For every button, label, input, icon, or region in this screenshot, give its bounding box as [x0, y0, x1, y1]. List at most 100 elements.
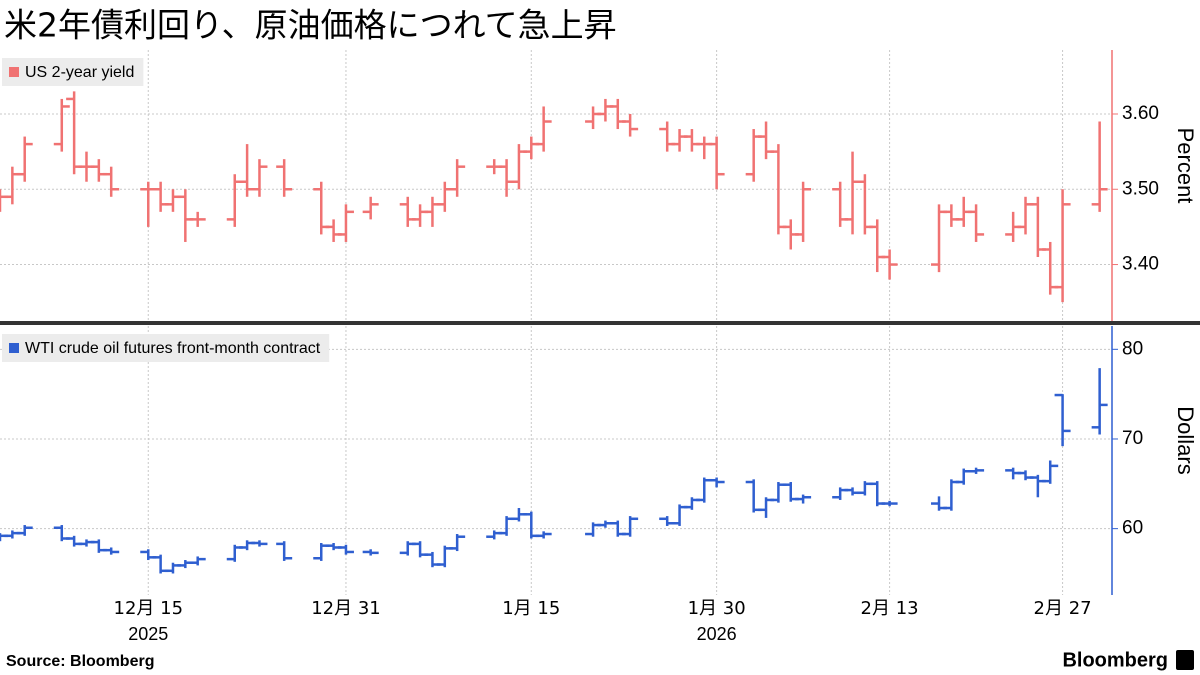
ohlc-bar: [449, 159, 466, 197]
ohlc-bar: [251, 159, 268, 197]
x-tick-label: 1月 30: [688, 598, 746, 619]
y-tick-label: 70: [1122, 428, 1143, 449]
ohlc-bar: [943, 204, 960, 227]
ohlc-bar: [881, 500, 898, 507]
ohlc-bar: [486, 530, 503, 540]
ohlc-bar: [523, 136, 540, 160]
ohlc-bar: [1029, 196, 1046, 258]
y-axis-label: Percent: [1173, 128, 1198, 204]
ohlc-bar: [4, 530, 21, 539]
ohlc-bar: [362, 549, 379, 556]
ohlc-bar: [1091, 121, 1108, 212]
ohlc-bar: [931, 204, 948, 273]
x-tick-label: 12月 31: [311, 598, 381, 619]
ohlc-bar: [943, 479, 960, 511]
y-tick-label: 80: [1122, 338, 1143, 359]
ohlc-bar: [66, 91, 83, 175]
legend: US 2-year yield: [2, 58, 144, 86]
ohlc-bar: [164, 189, 181, 212]
x-tick-label: 1月 15: [502, 598, 560, 619]
ohlc-bar: [622, 113, 639, 137]
ohlc-bar: [659, 121, 676, 152]
x-tick-label: 12月 15: [114, 598, 184, 619]
ohlc-bar: [189, 556, 206, 566]
ohlc-bar: [881, 249, 898, 280]
ohlc-bar: [696, 136, 713, 160]
legend-swatch: [9, 67, 19, 77]
legend: WTI crude oil futures front-month contra…: [2, 334, 330, 362]
ohlc-bar: [535, 106, 552, 152]
ohlc-bar: [0, 533, 8, 542]
legend-swatch: [9, 343, 19, 353]
x-tick-label: 2月 27: [1034, 598, 1092, 619]
ohlc-bar: [869, 219, 886, 273]
legend-label: US 2-year yield: [25, 64, 134, 81]
chart-title: 米2年債利回り、原油価格につれて急上昇: [4, 6, 617, 45]
ohlc-bar: [585, 106, 602, 130]
logo: Bloomberg: [1062, 649, 1168, 671]
ohlc-bar: [1029, 474, 1046, 498]
ohlc-bar: [337, 544, 354, 555]
ohlc-bar: [968, 204, 985, 242]
ohlc-bar: [103, 547, 120, 555]
ohlc-bar: [795, 494, 812, 504]
ohlc-bar: [844, 151, 861, 235]
ohlc-bar: [189, 211, 206, 227]
legend-box: [2, 58, 144, 86]
ohlc-bar: [1054, 189, 1071, 303]
ohlc-bar: [708, 136, 725, 190]
legend-box: [2, 334, 330, 362]
ohlc-bar: [708, 477, 725, 488]
ohlc-bar: [399, 196, 416, 227]
ohlc-bar: [758, 121, 775, 160]
ohlc-bar: [152, 181, 169, 212]
ohlc-bar: [276, 159, 293, 197]
ohlc-bar: [683, 129, 700, 152]
ohlc-bar: [968, 467, 985, 474]
ohlc-bar: [177, 560, 194, 569]
legend-label: WTI crude oil futures front-month contra…: [25, 340, 321, 357]
ohlc-bar: [53, 98, 70, 152]
y-tick-label: 3.40: [1122, 254, 1159, 275]
ohlc-bar: [90, 159, 107, 182]
ohlc-bar: [449, 534, 466, 552]
ohlc-bar: [436, 181, 453, 212]
ohlc-bar: [745, 479, 762, 513]
ohlc-bar: [103, 166, 120, 197]
ohlc-bar: [251, 540, 268, 547]
ohlc-bar: [844, 487, 861, 496]
y-axis-label: Dollars: [1173, 406, 1198, 474]
ohlc-bar: [535, 531, 552, 539]
ohlc-bar: [795, 181, 812, 242]
ohlc-bar: [16, 525, 33, 536]
ohlc-bar: [177, 189, 194, 242]
ohlc-bar: [424, 196, 441, 227]
ohlc-bar: [0, 189, 8, 212]
y-tick-label: 3.60: [1122, 103, 1159, 124]
ohlc-bar: [337, 204, 354, 242]
ohlc-bar: [276, 541, 293, 561]
ohlc-bar: [1017, 196, 1034, 235]
ohlc-bar: [1091, 368, 1108, 435]
y-tick-label: 60: [1122, 518, 1143, 539]
ohlc-bar: [498, 159, 515, 197]
ohlc-bar: [325, 219, 342, 242]
ohlc-bar: [671, 129, 688, 152]
ohlc-bar: [597, 98, 614, 122]
ohlc-bar: [1042, 460, 1059, 484]
ohlc-bar: [1054, 393, 1071, 447]
x-tick-label: 2月 13: [861, 598, 919, 619]
year-label: 2025: [128, 624, 168, 644]
ohlc-bar: [622, 516, 639, 537]
ohlc-bar: [856, 174, 873, 235]
year-label: 2026: [697, 624, 737, 644]
ohlc-bar: [523, 511, 540, 539]
logo-icon: [1176, 650, 1194, 670]
ohlc-bar: [362, 196, 379, 220]
source: Source: Bloomberg: [6, 653, 154, 670]
ohlc-bar: [4, 166, 21, 205]
ohlc-bar: [412, 204, 429, 227]
ohlc-bar: [16, 136, 33, 182]
y-tick-label: 3.50: [1122, 178, 1159, 199]
